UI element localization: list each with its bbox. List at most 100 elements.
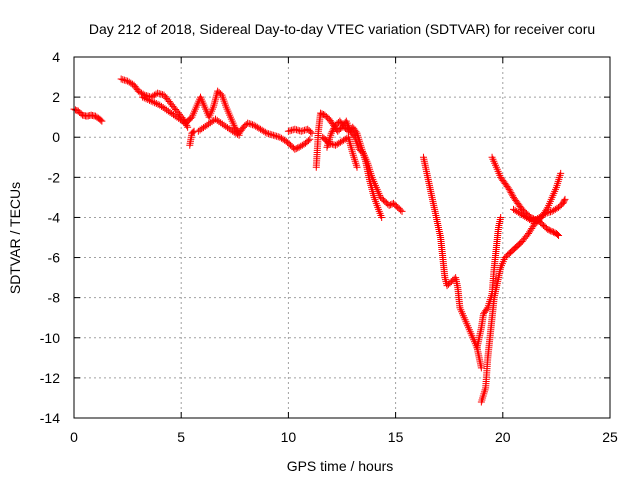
data-point	[139, 90, 147, 98]
data-point	[233, 130, 241, 138]
data-point	[378, 213, 386, 221]
data-point	[261, 128, 269, 136]
data-point	[545, 208, 553, 216]
data-point	[294, 126, 302, 134]
x-axis-label: GPS time / hours	[287, 458, 394, 474]
data-point	[330, 141, 338, 149]
data-point	[325, 139, 333, 147]
y-tick-label: -6	[48, 250, 61, 266]
data-point	[71, 106, 79, 114]
data-point	[547, 208, 555, 216]
data-point	[545, 226, 553, 234]
data-point	[385, 201, 393, 209]
grid-lines	[74, 57, 610, 418]
data-point	[299, 127, 307, 135]
chart-title: Day 212 of 2018, Sidereal Day-to-day VTE…	[89, 21, 595, 37]
data-point	[145, 96, 153, 104]
data-point	[307, 128, 315, 136]
data-point	[144, 96, 152, 104]
data-point	[151, 99, 159, 107]
y-tick-label: 4	[52, 49, 60, 65]
data-point	[317, 109, 325, 117]
data-point	[120, 76, 128, 84]
y-axis-label: SDTVAR / TECUs	[7, 182, 23, 294]
data-point	[505, 185, 513, 193]
data-point	[284, 127, 292, 135]
data-point	[291, 145, 299, 153]
data-point	[97, 116, 105, 124]
data-point	[292, 126, 300, 134]
data-point	[152, 100, 160, 108]
data-point	[352, 128, 360, 136]
data-point	[288, 126, 296, 134]
x-tick-label: 25	[602, 429, 618, 445]
data-point	[147, 97, 155, 105]
data-point	[542, 209, 550, 217]
data-point	[263, 129, 271, 137]
data-point	[477, 364, 485, 372]
data-point	[304, 137, 312, 145]
data-point	[329, 126, 337, 134]
data-point	[271, 132, 279, 140]
data-point	[555, 231, 563, 239]
x-tick-label: 5	[177, 429, 185, 445]
data-point	[274, 133, 282, 141]
data-point	[268, 131, 276, 139]
data-point	[302, 126, 310, 134]
data-point	[77, 110, 85, 118]
data-point	[397, 206, 405, 214]
data-point	[297, 127, 305, 135]
data-point	[398, 207, 406, 215]
data-point	[291, 125, 299, 133]
data-point	[184, 123, 192, 131]
data-point	[139, 93, 147, 101]
data-point	[353, 163, 361, 171]
data-point	[540, 210, 548, 218]
data-point	[497, 213, 505, 221]
data-point	[247, 120, 255, 128]
data-point	[543, 209, 551, 217]
data-point	[245, 120, 253, 128]
data-point	[328, 128, 336, 136]
y-tick-label: -10	[40, 330, 60, 346]
data-point	[140, 94, 148, 102]
data-point	[154, 89, 162, 97]
y-tick-label: -2	[48, 169, 61, 185]
data-point	[388, 200, 396, 208]
x-tick-label: 20	[495, 429, 511, 445]
data-point	[149, 98, 157, 106]
data-point	[548, 227, 556, 235]
data-point	[324, 138, 332, 146]
data-point	[117, 75, 125, 83]
data-point	[155, 90, 163, 98]
y-tick-label: -4	[48, 209, 61, 225]
x-tick-label: 10	[281, 429, 297, 445]
y-tick-label: -14	[40, 410, 60, 426]
data-point	[98, 117, 106, 125]
data-point	[483, 305, 491, 313]
data-point	[269, 131, 277, 139]
data-point	[308, 129, 316, 137]
data-point	[142, 95, 150, 103]
data-point	[306, 135, 314, 143]
data-point	[553, 230, 561, 238]
data-point	[190, 127, 198, 135]
x-tick-label: 0	[70, 429, 78, 445]
data-point	[273, 132, 281, 140]
data-point	[265, 130, 273, 138]
data-point	[327, 140, 335, 148]
data-point	[286, 127, 294, 135]
plot-frame	[73, 56, 611, 419]
data-point	[189, 128, 197, 136]
data-point	[122, 77, 130, 85]
data-point	[327, 129, 335, 137]
x-tick-label: 15	[388, 429, 404, 445]
data-point	[318, 110, 326, 118]
data-point	[244, 119, 252, 127]
data-markers	[70, 75, 569, 406]
data-point	[547, 227, 555, 235]
data-point	[294, 144, 302, 152]
axis-ticks: 0 5 10 15 20 25 -14 -12 -10 -8 -6 -4 -2 0 2 4	[40, 49, 618, 445]
y-tick-label: -8	[48, 290, 61, 306]
